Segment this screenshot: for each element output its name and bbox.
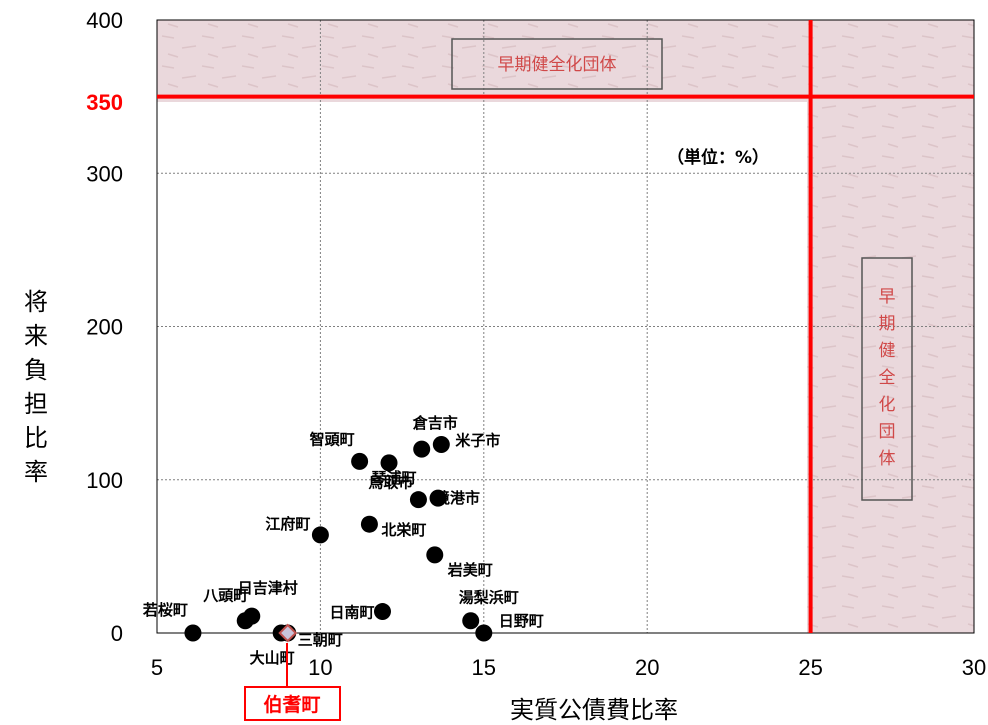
data-point	[311, 526, 329, 544]
data-point	[426, 546, 444, 564]
point-label: 米子市	[455, 432, 500, 450]
data-point	[351, 452, 369, 470]
point-label: 大山町	[250, 649, 295, 667]
zone-label-right: 早期健全化団体	[879, 287, 896, 469]
data-point	[409, 491, 427, 509]
x-tick-label: 10	[308, 655, 332, 680]
data-point	[184, 624, 202, 642]
x-tick-label: 30	[962, 655, 986, 680]
data-point	[236, 612, 254, 630]
y-tick-label: 100	[86, 468, 123, 493]
data-point	[413, 440, 431, 458]
point-label: 倉吉市	[412, 414, 458, 432]
data-point	[360, 515, 378, 533]
point-label: 三朝町	[298, 631, 343, 649]
y-axis-ticks: 0 100 200 300 400	[86, 8, 123, 646]
point-label: 境港市	[435, 489, 480, 507]
data-point	[373, 603, 391, 621]
x-axis-ticks: 5 10 15 20 25 30	[151, 655, 986, 680]
x-tick-label: 25	[798, 655, 822, 680]
y-threshold-label: 350	[86, 90, 123, 115]
plot-frame	[156, 19, 975, 634]
x-axis-title: 実質公債費比率	[510, 696, 678, 724]
y-tick-label: 300	[86, 161, 123, 186]
zone-box-top: 早期健全化団体	[451, 38, 663, 90]
point-label: 琴浦町	[371, 469, 417, 487]
x-tick-label: 5	[151, 655, 163, 680]
highlight-label: 伯耆町	[263, 693, 320, 716]
point-label: 江府町	[265, 515, 310, 533]
data-point	[432, 436, 450, 454]
point-label: 岩美町	[447, 561, 493, 579]
point-label: 日野町	[499, 612, 544, 630]
y-tick-label: 400	[86, 8, 123, 33]
highlight-callout: 伯耆町	[244, 643, 341, 721]
point-label: 智頭町	[310, 430, 355, 448]
grid	[157, 20, 974, 633]
y-axis-title: 将来負担比率	[24, 288, 48, 486]
point-label: 若桜町	[142, 601, 188, 619]
highlight-box	[244, 686, 341, 721]
y-tick-label: 200	[86, 315, 123, 340]
point-label: 日南町	[329, 604, 374, 622]
highlight-point	[278, 623, 298, 643]
data-point	[475, 624, 493, 642]
y-tick-label: 0	[111, 621, 123, 646]
data-point	[380, 454, 398, 472]
point-label: 湯梨浜町	[459, 589, 519, 607]
data-point	[429, 489, 447, 507]
threshold-lines	[157, 20, 974, 633]
point-label: 日吉津村	[238, 579, 298, 597]
point-label: 北栄町	[381, 521, 426, 539]
x-tick-label: 15	[472, 655, 496, 680]
data-point	[462, 612, 480, 630]
zone-label-top: 早期健全化団体	[498, 55, 617, 75]
point-label: 鳥取市	[368, 474, 413, 492]
zone-box-right: 早期健全化団体	[861, 257, 913, 501]
unit-note: （単位：%）	[667, 147, 769, 168]
point-label: 八頭町	[202, 587, 248, 605]
x-tick-label: 20	[635, 655, 659, 680]
